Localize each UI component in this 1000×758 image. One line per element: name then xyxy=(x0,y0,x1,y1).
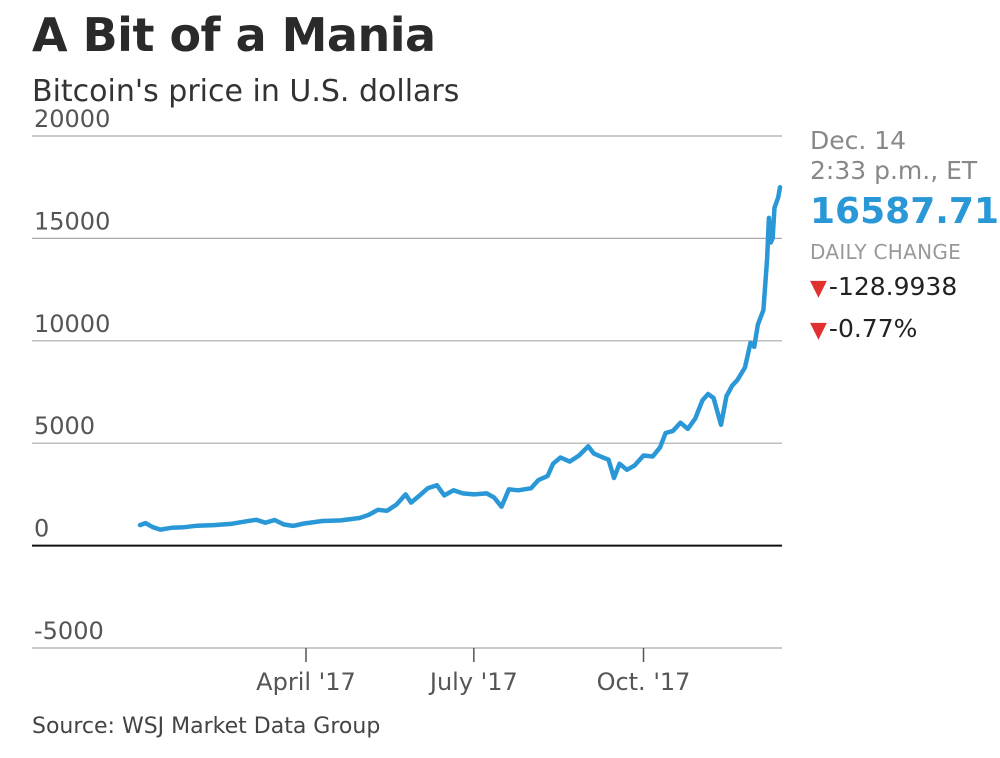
y-tick-label: 0 xyxy=(34,515,49,543)
down-triangle-icon: ▼ xyxy=(810,318,827,343)
quote-date: Dec. 14 xyxy=(810,126,907,155)
series-layer xyxy=(137,184,783,532)
x-tick-label: April '17 xyxy=(256,668,356,696)
source-note: Source: WSJ Market Data Group xyxy=(32,714,381,739)
change-percent: ▼-0.77% xyxy=(810,312,995,348)
daily-change-label: DAILY CHANGE xyxy=(810,240,962,264)
quote-time: 2:33 p.m., ET xyxy=(810,156,978,185)
x-axis: April '17 July '17 Oct. '17 xyxy=(256,648,690,696)
quote-panel: Dec. 14 2:33 p.m., ET 16587.71 DAILY CHA… xyxy=(810,126,1000,348)
change-absolute-value: -128.9938 xyxy=(828,272,958,301)
series-line-0 xyxy=(137,184,783,532)
y-tick-label: -5000 xyxy=(34,617,104,645)
y-tick-label: 15000 xyxy=(34,207,110,235)
grid-lines xyxy=(32,135,782,649)
x-tick-label: July '17 xyxy=(428,668,518,696)
change-percent-value: -0.77% xyxy=(828,314,918,343)
down-triangle-icon: ▼ xyxy=(810,276,827,301)
x-tick-label: Oct. '17 xyxy=(597,668,691,696)
chart-subtitle: Bitcoin's price in U.S. dollars xyxy=(32,74,460,109)
y-tick-label: 10000 xyxy=(34,310,110,338)
quote-price: 16587.71 xyxy=(810,191,1000,232)
y-tick-label: 20000 xyxy=(34,105,110,133)
y-tick-label: 5000 xyxy=(34,412,95,440)
y-axis-labels: 20000 15000 10000 5000 0 -5000 xyxy=(34,105,110,645)
chart-title: A Bit of a Mania xyxy=(32,8,436,62)
change-absolute: ▼-128.9938 xyxy=(810,270,995,306)
